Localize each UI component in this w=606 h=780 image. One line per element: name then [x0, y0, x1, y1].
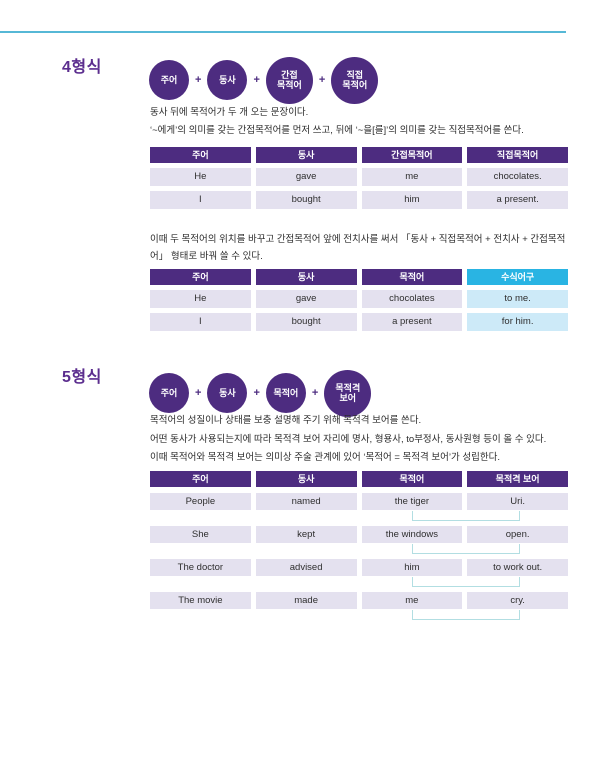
- circle-label: 직접: [346, 69, 364, 80]
- column-header-modifier: 수식어구: [467, 269, 568, 285]
- table-cell: named: [255, 493, 357, 510]
- column-header: 목적격 보어: [467, 471, 568, 487]
- column-header: 목적어: [361, 471, 463, 487]
- section4-paragraph-3: 이때 두 목적어의 위치를 바꾸고 간접목적어 앞에 전치사를 써서 「동사 +…: [150, 234, 566, 262]
- column-header: 간접목적어: [361, 147, 463, 163]
- table-cell: She: [150, 526, 251, 543]
- table-cell: bought: [255, 313, 357, 331]
- table-cell: the tiger: [361, 493, 463, 510]
- formula-circle-verb: 동사: [207, 60, 248, 100]
- column-header: 동사: [255, 147, 357, 163]
- column-header: 동사: [255, 269, 357, 285]
- formula-circle-subject: 주어: [149, 373, 189, 413]
- column-header: 주어: [150, 269, 251, 285]
- table-cell: advised: [255, 559, 357, 576]
- circle-label: 주어: [160, 387, 178, 398]
- table-cell: him: [361, 559, 463, 576]
- circle-label: 목적어: [276, 80, 302, 90]
- table-cell: I: [150, 191, 251, 209]
- table-cell: Uri.: [467, 493, 568, 510]
- circle-label: 보어: [339, 393, 357, 403]
- circle-label: 동사: [219, 74, 236, 85]
- table-cell-modifier: for him.: [467, 313, 568, 331]
- formula-circle-object-complement: 목적격 보어: [324, 369, 372, 417]
- circle-label: 간접: [281, 69, 298, 80]
- formula-circle-subject: 주어: [149, 60, 189, 100]
- table-cell: The doctor: [150, 559, 251, 576]
- section4-table2: 주어 동사 목적어 수식어구 He gave chocolates to me.…: [150, 269, 568, 336]
- table-cell: me: [361, 592, 463, 609]
- plus-sign: +: [195, 74, 202, 86]
- table-cell: made: [255, 592, 357, 609]
- table-cell: open.: [467, 526, 568, 543]
- table-cell: to work out.: [467, 559, 568, 576]
- formula-circle-verb: 동사: [207, 373, 248, 413]
- plus-sign: +: [311, 387, 319, 399]
- plus-sign: +: [195, 387, 202, 399]
- object-complement-connector: [412, 544, 520, 554]
- circle-label: 동사: [219, 387, 236, 398]
- top-rule: [0, 31, 566, 33]
- table-cell: gave: [255, 168, 357, 186]
- object-complement-connector: [412, 577, 520, 587]
- formula-circle-object: 목적어: [265, 373, 306, 413]
- circle-label: 목적격: [335, 382, 361, 393]
- circle-label: 목적어: [273, 387, 299, 398]
- table-cell-modifier: to me.: [467, 290, 568, 308]
- section4-paragraph-2: ‘~에게’의 의미를 갖는 간접목적어를 먼저 쓰고, 뒤에 ‘~을[를]’의 …: [150, 125, 524, 136]
- table-cell: The movie: [150, 592, 251, 609]
- section5-table-wrap: 주어 동사 목적어 목적격 보어 People named the tiger …: [150, 471, 568, 625]
- section5-paragraph-2: 어떤 동사가 사용되는지에 따라 목적격 보어 자리에 명사, 형용사, to부…: [150, 434, 547, 445]
- table-cell: a present: [361, 313, 463, 331]
- column-header: 주어: [150, 147, 251, 163]
- table-cell: bought: [255, 191, 357, 209]
- table-cell: a present.: [467, 191, 568, 209]
- column-header: 목적어: [361, 269, 463, 285]
- section5-table3: 주어 동사 목적어 목적격 보어 People named the tiger …: [150, 471, 568, 625]
- object-complement-connector: [412, 511, 520, 521]
- circle-label: 목적어: [342, 80, 368, 90]
- table-cell: He: [150, 168, 251, 186]
- table-cell: him: [361, 191, 463, 209]
- section5-paragraph-3: 이때 목적어와 목적격 보어는 의미상 주술 관계에 있어 ‘목적어 = 목적격…: [150, 452, 500, 463]
- section5-formula: 주어 + 동사 + 목적어 + 목적격 보어: [149, 369, 372, 417]
- plus-sign: +: [318, 74, 326, 86]
- formula-circle-direct-object: 직접 목적어: [331, 56, 379, 104]
- table-cell: the windows: [361, 526, 463, 543]
- table-cell: gave: [255, 290, 357, 308]
- section5-paragraph-1: 목적어의 성질이나 상태를 보충 설명해 주기 위해 목적격 보어를 쓴다.: [150, 415, 422, 426]
- section5-title: 5형식: [62, 369, 102, 386]
- section4-table1: 주어 동사 간접목적어 직접목적어 He gave me chocolates.…: [150, 147, 568, 214]
- table-cell: cry.: [467, 592, 568, 609]
- section4-title: 4형식: [62, 59, 102, 76]
- plus-sign: +: [253, 387, 260, 399]
- formula-circle-indirect-object: 간접 목적어: [265, 56, 313, 104]
- table-cell: kept: [255, 526, 357, 543]
- object-complement-connector: [412, 610, 520, 620]
- circle-label: 주어: [160, 74, 178, 85]
- table-cell: chocolates.: [467, 168, 568, 186]
- column-header: 동사: [255, 471, 357, 487]
- table-cell: People: [150, 493, 251, 510]
- section4-paragraph-1: 동사 뒤에 목적어가 두 개 오는 문장이다.: [150, 107, 309, 118]
- section4-formula: 주어 + 동사 + 간접 목적어 + 직접 목적어: [149, 56, 379, 104]
- column-header: 주어: [150, 471, 251, 487]
- table-cell: chocolates: [361, 290, 463, 308]
- table-cell: I: [150, 313, 251, 331]
- table-cell: me: [361, 168, 463, 186]
- plus-sign: +: [253, 74, 260, 86]
- column-header: 직접목적어: [467, 147, 568, 163]
- table-cell: He: [150, 290, 251, 308]
